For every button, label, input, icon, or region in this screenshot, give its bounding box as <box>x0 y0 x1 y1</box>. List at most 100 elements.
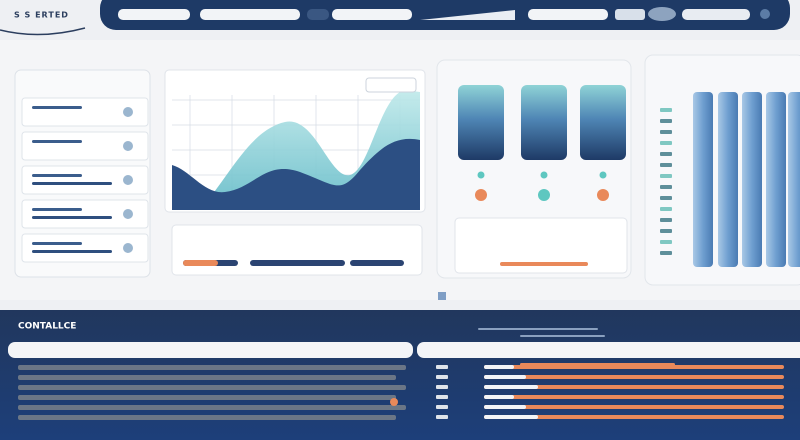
list-tick <box>660 218 672 222</box>
header-line <box>520 335 605 337</box>
stat-panel <box>171 224 423 276</box>
metric-card[interactable] <box>521 85 567 160</box>
area-dark <box>172 138 420 210</box>
row-label <box>484 385 538 389</box>
side-toggle[interactable] <box>123 175 133 185</box>
stat-bar <box>183 260 218 266</box>
metric-dot <box>475 189 487 201</box>
cards-footer <box>454 217 628 274</box>
list-tick <box>660 163 672 167</box>
side-bar <box>32 182 112 185</box>
handle <box>438 292 446 300</box>
column <box>742 92 762 267</box>
brand-swoosh <box>0 27 86 36</box>
metric-dot-small <box>477 171 485 179</box>
row-label <box>484 405 526 409</box>
metric-dot <box>597 189 609 201</box>
stat-bar <box>350 260 404 266</box>
row-chip <box>436 395 448 399</box>
nav-pill[interactable] <box>200 9 300 20</box>
nav-pill[interactable] <box>118 9 190 20</box>
side-row <box>21 131 149 161</box>
chart-tag <box>365 77 417 93</box>
row-line <box>484 375 784 379</box>
nav-avatar[interactable] <box>648 7 676 21</box>
row-label <box>484 415 538 419</box>
side-bar <box>32 250 112 253</box>
column <box>788 92 800 267</box>
side-line <box>32 106 82 109</box>
side-bar <box>32 216 112 219</box>
row-chip <box>436 385 448 389</box>
column <box>766 92 786 267</box>
side-toggle[interactable] <box>123 209 133 219</box>
nav-search[interactable] <box>682 9 750 20</box>
list-tick <box>660 240 672 244</box>
row-bar <box>18 385 406 390</box>
row-bar <box>18 375 396 380</box>
search-right[interactable] <box>417 342 800 358</box>
column <box>718 92 738 267</box>
nav-pill[interactable] <box>528 9 608 20</box>
search-left[interactable] <box>8 342 413 358</box>
row-chip <box>436 365 448 369</box>
row-bar <box>18 405 406 410</box>
nav-slider <box>420 10 515 20</box>
row-bar <box>18 365 406 370</box>
row-line <box>484 395 784 399</box>
list-tick <box>660 174 672 178</box>
list-tick <box>660 251 672 255</box>
side-row <box>21 233 149 263</box>
side-toggle[interactable] <box>123 107 133 117</box>
list-tick <box>660 196 672 200</box>
side-toggle[interactable] <box>123 243 133 253</box>
row-dot <box>390 398 398 406</box>
row-bar <box>18 415 396 420</box>
stat-bar <box>250 260 345 266</box>
row-line <box>484 415 784 419</box>
list-tick <box>660 152 672 156</box>
cards-bar <box>500 262 588 266</box>
list-tick <box>660 185 672 189</box>
row-bar <box>18 395 396 400</box>
row-label <box>484 395 514 399</box>
side-line <box>32 242 82 245</box>
nav-button[interactable] <box>760 9 770 19</box>
list-tick <box>660 229 672 233</box>
row-chip <box>436 375 448 379</box>
metric-card[interactable] <box>458 85 504 160</box>
metric-card[interactable] <box>580 85 626 160</box>
metric-dot-small <box>540 171 548 179</box>
row-label <box>484 375 526 379</box>
row-line <box>484 405 784 409</box>
row-line <box>520 363 675 366</box>
header-line <box>478 328 598 330</box>
row-chip <box>436 415 448 419</box>
list-tick <box>660 108 672 112</box>
side-line <box>32 174 82 177</box>
row-line <box>484 385 784 389</box>
list-tick <box>660 207 672 211</box>
top-nav <box>100 0 790 30</box>
list-tick <box>660 130 672 134</box>
side-toggle[interactable] <box>123 141 133 151</box>
side-line <box>32 140 82 143</box>
list-tick <box>660 141 672 145</box>
section-title: CONTALLCE <box>18 322 76 332</box>
brand: S S ERTED <box>14 11 69 20</box>
side-line <box>32 208 82 211</box>
side-row <box>21 199 149 229</box>
column <box>693 92 713 267</box>
nav-pill[interactable] <box>332 9 412 20</box>
metric-dot-small <box>599 171 607 179</box>
row-label <box>484 365 514 369</box>
side-row <box>21 165 149 195</box>
metric-dot <box>538 189 550 201</box>
nav-pill[interactable] <box>307 9 329 20</box>
list-tick <box>660 119 672 123</box>
side-row <box>21 97 149 127</box>
nav-dots <box>615 9 645 20</box>
row-chip <box>436 405 448 409</box>
